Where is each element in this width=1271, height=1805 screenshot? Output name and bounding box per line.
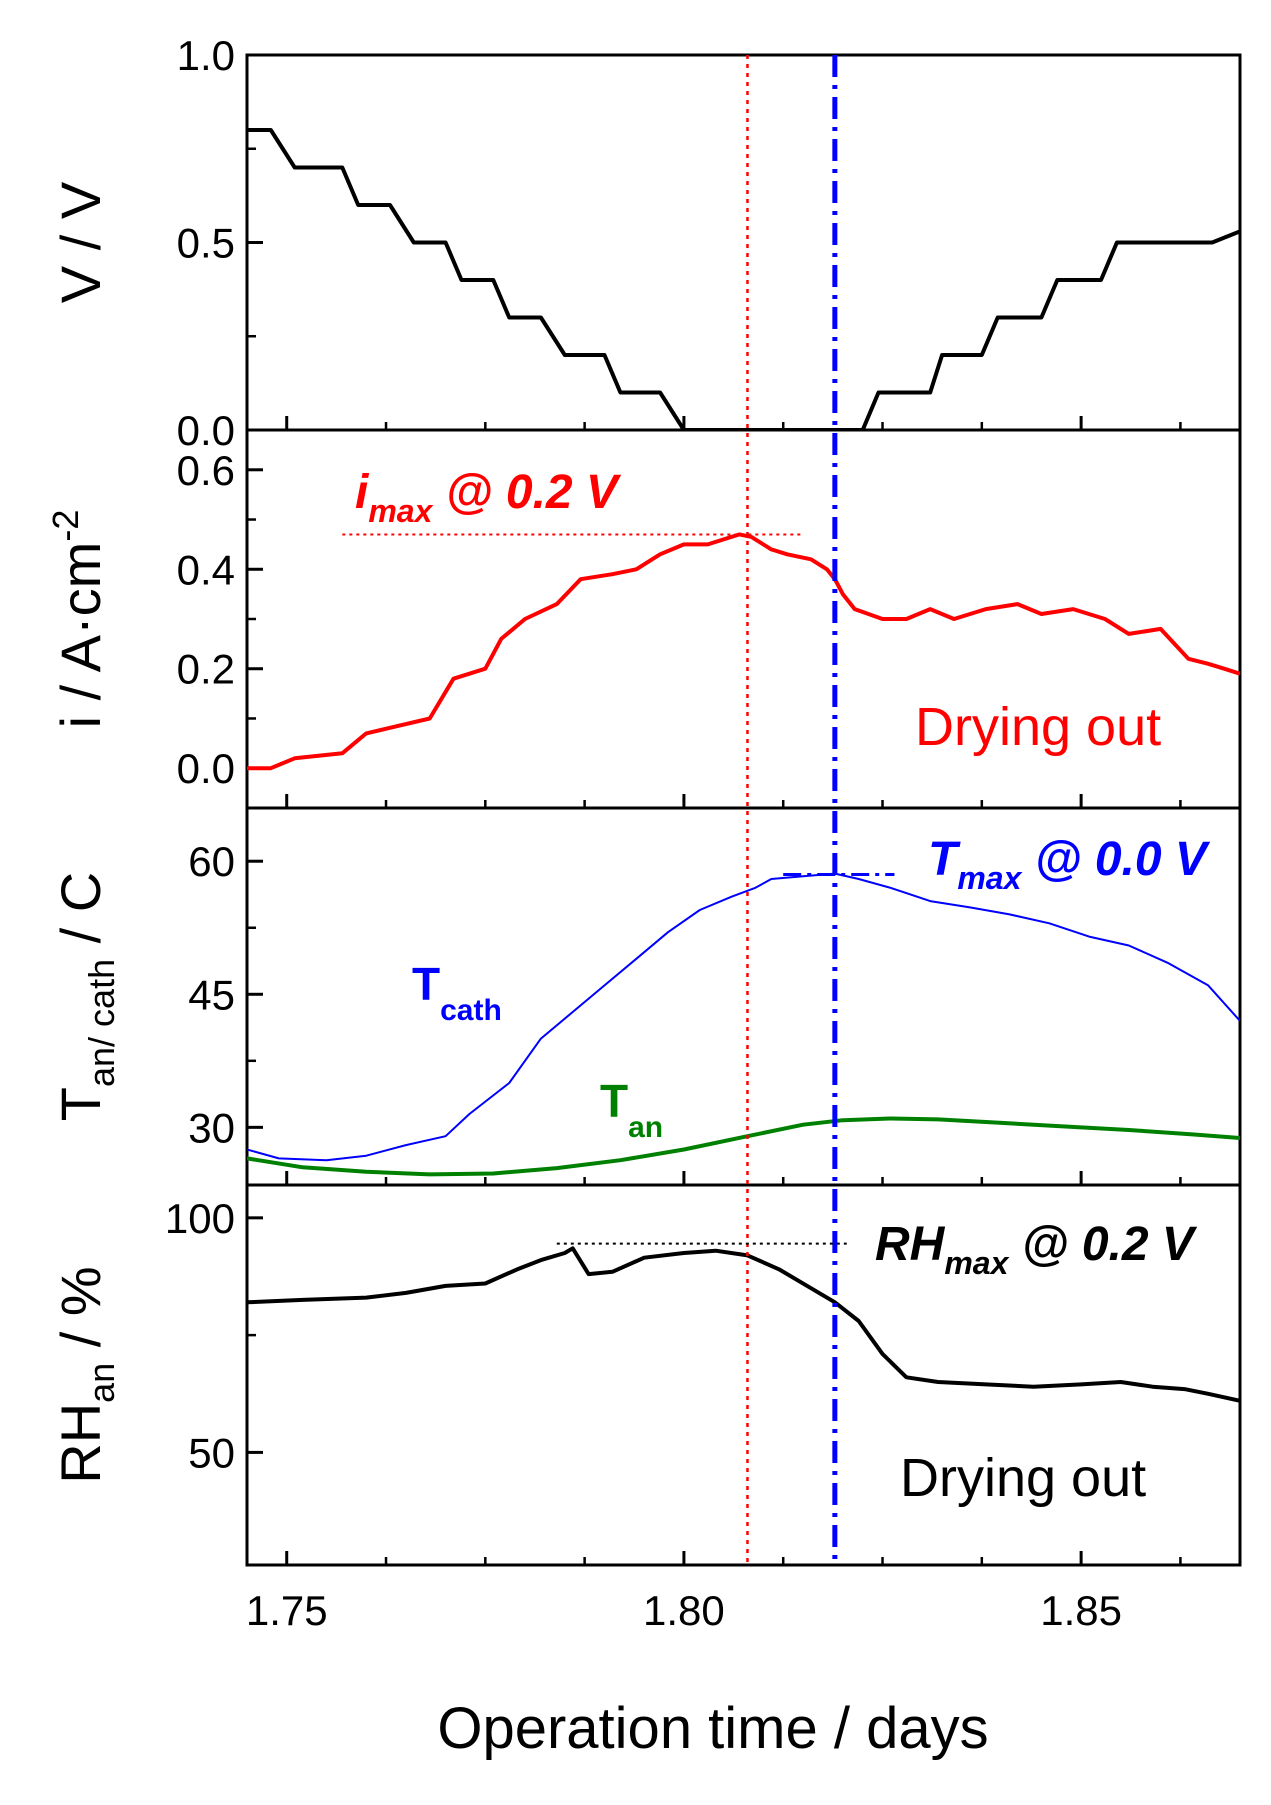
- panel-frame: [245, 53, 1242, 432]
- rhmax-annotation: RHmax @ 0.2 V: [875, 1218, 1198, 1281]
- t-cath-label: Tcath: [412, 958, 502, 1027]
- y-tick-label: 60: [188, 838, 235, 885]
- y-tick-label: 0.6: [177, 447, 235, 494]
- x-tick-label: 1.85: [1040, 1587, 1122, 1634]
- y-tick-label: 0.5: [177, 220, 235, 267]
- y-axis-label: Tan/ cath / C: [49, 872, 122, 1121]
- x-tick-label: 1.75: [246, 1587, 328, 1634]
- y-tick-label: 0.2: [177, 646, 235, 693]
- y-axis-label: RHan / %: [49, 1266, 122, 1483]
- panel-current: 0.0 0.2 0.4 0.6: [177, 428, 1242, 810]
- y-tick-label: 50: [188, 1429, 235, 1476]
- y-tick-label: 30: [188, 1104, 235, 1151]
- y-tick-label: 1.0: [177, 32, 235, 79]
- series-v: [247, 128, 1240, 430]
- t-an-label: Tan: [600, 1075, 663, 1144]
- drying-out-rh-label: Drying out: [900, 1448, 1146, 1508]
- y-axis-label: V / V: [49, 181, 112, 303]
- y-tick-label: 45: [188, 971, 235, 1018]
- y-tick-label: 0.0: [177, 407, 235, 454]
- drying-out-current-label: Drying out: [915, 697, 1161, 757]
- series-t-cath: [247, 872, 1240, 1162]
- tmax-annotation: Tmax @ 0.0 V: [928, 833, 1211, 896]
- panel-voltage: 0.0 0.5 1.0: [177, 32, 1242, 454]
- y-tick-label: 0.0: [177, 745, 235, 792]
- y-tick-label: 100: [165, 1195, 235, 1242]
- imax-annotation: imax @ 0.2 V: [355, 466, 622, 529]
- panel-frame: [245, 1183, 1242, 1567]
- series-rh-an: [247, 1246, 1240, 1403]
- series-t-an: [247, 1116, 1240, 1177]
- x-tick-label: 1.80: [643, 1587, 725, 1634]
- y-tick-label: 0.4: [177, 546, 235, 593]
- y-axis-label: i / A·cm-2: [45, 510, 112, 729]
- x-axis-label: Operation time / days: [437, 1696, 988, 1761]
- series-i: [247, 532, 1240, 771]
